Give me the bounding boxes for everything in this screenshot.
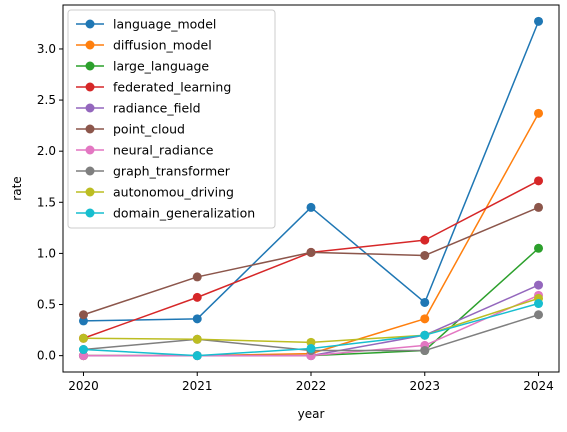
y-tick-label: 2.5 [37,93,56,107]
legend-item: autonomou_driving [76,185,234,200]
legend: language_model diffusion_model large_langu… [67,9,276,229]
legend-swatch-marker [85,103,95,113]
y-tick-label: 3.0 [37,42,56,56]
legend-swatch-marker [85,208,95,218]
legend-label: language_model [113,17,216,32]
legend-item: federated_learning [76,80,231,95]
series-domain_generalization [78,299,544,361]
legend-label: radiance_field [113,101,201,116]
legend-label: autonomou_driving [113,185,234,200]
data-point [420,297,430,307]
y-tick-label: 0.0 [37,349,56,363]
legend-swatch-marker [85,124,95,134]
legend-item: radiance_field [76,101,201,116]
legend-item: domain_generalization [76,206,255,221]
legend-swatch-marker [85,82,95,92]
legend-label: large_language [113,59,209,74]
data-point [534,176,544,186]
legend-item: graph_transformer [76,164,231,179]
data-point [192,292,202,302]
data-point [306,202,316,212]
data-point [78,333,88,343]
data-point [534,299,544,309]
y-tick-label: 1.0 [37,246,56,260]
data-point [534,243,544,253]
legend-item: language_model [76,17,216,32]
x-axis: 2020 2021 2022 2023 2024 [68,372,554,393]
data-point [420,346,430,356]
legend-swatch-marker [85,166,95,176]
legend-swatch-marker [85,61,95,71]
legend-label: graph_transformer [113,164,231,179]
y-tick-label: 0.5 [37,298,56,312]
data-point [420,250,430,260]
legend-label: domain_generalization [113,206,255,221]
legend-swatch-marker [85,187,95,197]
series-layer [78,16,544,361]
data-point [306,343,316,353]
legend-swatch-marker [85,40,95,50]
y-tick-label: 1.5 [37,195,56,209]
legend-label: point_cloud [113,122,185,137]
series-point_cloud [78,202,544,320]
data-point [534,16,544,26]
data-point [192,351,202,361]
legend-swatch-marker [85,19,95,29]
data-point [192,314,202,324]
legend-frame [67,9,276,229]
x-tick-label: 2020 [68,379,99,393]
data-point [534,108,544,118]
legend-label: diffusion_model [113,38,212,53]
data-point [192,272,202,282]
legend-label: neural_radiance [113,143,214,158]
data-point [306,247,316,257]
legend-item: diffusion_model [76,38,212,53]
legend-item: neural_radiance [76,143,214,158]
data-point [534,202,544,212]
data-point [420,330,430,340]
x-tick-label: 2023 [409,379,440,393]
legend-item: point_cloud [76,122,185,137]
y-tick-label: 2.0 [37,144,56,158]
legend-label: federated_learning [113,80,231,95]
legend-swatch-marker [85,145,95,155]
x-tick-label: 2024 [523,379,554,393]
data-point [78,345,88,355]
data-point [420,314,430,324]
x-tick-label: 2022 [296,379,327,393]
x-tick-label: 2021 [182,379,213,393]
data-point [78,310,88,320]
data-point [534,310,544,320]
legend-item: large_language [76,59,209,74]
data-point [420,235,430,245]
x-axis-label: year [298,407,325,421]
y-axis-label: rate [10,176,24,200]
y-axis: 0.0 0.5 1.0 1.5 2.0 2.5 3.0 [37,42,63,363]
data-point [192,334,202,344]
data-point [534,280,544,290]
